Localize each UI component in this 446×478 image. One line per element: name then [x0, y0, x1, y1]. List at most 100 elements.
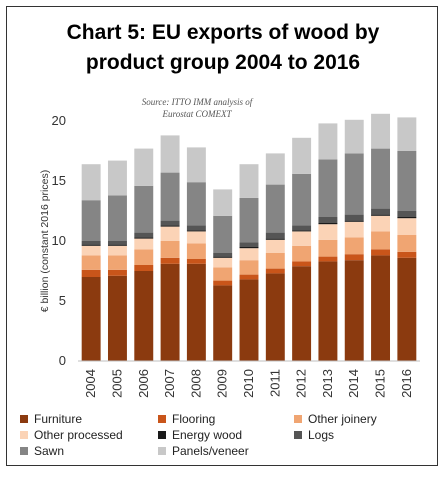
legend-label: Sawn	[34, 444, 65, 458]
bar-segment	[344, 220, 364, 222]
bar-segment	[239, 260, 259, 275]
bar-segment	[344, 119, 364, 154]
x-tick-label: 2012	[294, 369, 309, 398]
bar-segment	[160, 220, 180, 226]
bar-segment	[160, 241, 180, 258]
bar-segment	[81, 255, 101, 270]
legend-swatch	[20, 431, 28, 439]
bar-segment	[265, 232, 285, 239]
y-tick-label: 0	[59, 353, 66, 368]
bar-segment	[371, 249, 391, 256]
legend-item: Logs	[294, 428, 334, 442]
bar-segment	[371, 208, 391, 215]
bar-segment	[397, 211, 417, 217]
bar-segment	[81, 269, 101, 277]
bar-segment	[186, 230, 206, 232]
x-tick-label: 2016	[399, 369, 414, 398]
y-tick-label: 20	[52, 113, 66, 128]
bar-segment	[160, 263, 180, 361]
bar-segment	[160, 172, 180, 221]
legend-swatch	[294, 431, 302, 439]
bar-segment	[318, 217, 338, 223]
bar-segment	[239, 164, 259, 198]
bar-segment	[371, 215, 391, 232]
x-tick-label: 2014	[346, 369, 361, 398]
legend-swatch	[20, 447, 28, 455]
bar-segment	[371, 148, 391, 209]
bar-segment	[81, 241, 101, 245]
bar-segment	[318, 123, 338, 160]
bar-segment	[213, 257, 233, 268]
bar-segment	[397, 251, 417, 258]
bar-segment	[292, 261, 312, 267]
x-tick-label: 2006	[136, 369, 151, 398]
legend-label: Energy wood	[172, 428, 243, 442]
source-line-1: Source: ITTO IMM analysis of	[141, 97, 253, 107]
source-note: Source: ITTO IMM analysis of Eurostat CO…	[117, 96, 277, 120]
bar-segment	[107, 275, 127, 361]
bar-segment	[397, 257, 417, 361]
bar-segment	[81, 200, 101, 241]
bar-segment	[186, 231, 206, 244]
bar-segment	[292, 137, 312, 174]
chart-title: Chart 5: EU exports of wood by product g…	[0, 18, 446, 78]
legend-item: Sawn	[20, 444, 64, 458]
bar-segment	[397, 217, 417, 219]
bar-segment	[344, 214, 364, 221]
bar-segment	[81, 164, 101, 201]
bar-segment	[186, 263, 206, 361]
bar-segment	[239, 247, 259, 249]
bar-segment	[318, 224, 338, 240]
bar-segment	[239, 274, 259, 280]
chart-title-line-1: Chart 5: EU exports of wood by	[66, 21, 380, 44]
bar-segment	[265, 153, 285, 185]
x-tick-label: 2008	[188, 369, 203, 398]
bar-segment	[397, 117, 417, 151]
legend-item: Energy wood	[158, 428, 242, 442]
bar-segment	[318, 223, 338, 225]
bar-segment	[134, 237, 154, 239]
bar-segment	[265, 273, 285, 361]
bar-segment	[186, 259, 206, 264]
bar-segment	[265, 239, 285, 253]
bar-segment	[134, 232, 154, 238]
legend-item: Other joinery	[294, 412, 377, 426]
bar-segment	[318, 261, 338, 361]
x-tick-label: 2005	[109, 369, 124, 398]
legend-label: Panels/veneer	[172, 444, 249, 458]
bar-segment	[292, 266, 312, 361]
bar-segment	[213, 280, 233, 286]
bar-segment	[344, 237, 364, 255]
bar-segment	[318, 239, 338, 257]
bar-segment	[318, 256, 338, 262]
bar-segment	[292, 173, 312, 226]
bar-segment	[134, 185, 154, 233]
bar-segment	[371, 113, 391, 149]
bar-segment	[186, 147, 206, 183]
bar-segment	[265, 253, 285, 269]
bar-segment	[186, 225, 206, 231]
bar-segment	[213, 256, 233, 258]
bar-segment	[160, 226, 180, 241]
bar-segment	[239, 197, 259, 243]
legend-item: Other processed	[20, 428, 123, 442]
x-tick-label: 2011	[267, 369, 282, 397]
bar-segment	[107, 241, 127, 245]
bar-segment	[265, 184, 285, 233]
bar-segment	[371, 231, 391, 250]
y-tick-label: 15	[52, 173, 66, 188]
bar-segment	[186, 182, 206, 226]
y-axis-title: € billion (constant 2016 prices)	[39, 170, 51, 312]
bar-segment	[160, 225, 180, 227]
bar-segment	[107, 255, 127, 270]
bar-segment	[134, 249, 154, 265]
bar-segment	[344, 221, 364, 238]
source-line-2: Eurostat COMEXT	[162, 109, 232, 119]
legend-item: Panels/veneer	[158, 444, 249, 458]
bar-segment	[186, 243, 206, 259]
legend-item: Flooring	[158, 412, 215, 426]
legend-swatch	[158, 447, 166, 455]
bar-segment	[81, 245, 101, 256]
bar-segment	[134, 265, 154, 271]
